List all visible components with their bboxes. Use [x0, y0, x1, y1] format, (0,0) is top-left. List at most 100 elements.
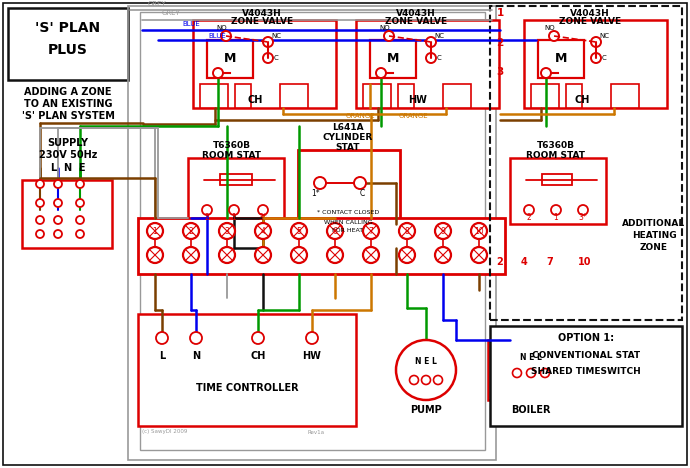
Bar	[398, 84, 414, 108]
Circle shape	[255, 247, 271, 263]
Bar	[370, 40, 416, 78]
Text: ORANGE: ORANGE	[345, 113, 375, 119]
Text: 8: 8	[404, 227, 409, 235]
Text: 10: 10	[474, 227, 484, 235]
Bar	[531, 84, 559, 108]
Circle shape	[263, 53, 273, 63]
Circle shape	[183, 223, 199, 239]
Text: NO: NO	[544, 25, 555, 31]
Text: 1: 1	[496, 8, 504, 18]
Circle shape	[327, 223, 343, 239]
Bar	[280, 84, 308, 108]
Text: 9: 9	[440, 227, 446, 235]
Text: 1: 1	[232, 213, 237, 222]
Text: 7: 7	[546, 257, 553, 267]
Text: 2: 2	[496, 38, 504, 48]
Circle shape	[551, 205, 561, 215]
Text: 1*: 1*	[312, 189, 320, 197]
Bar	[298, 150, 400, 248]
Text: TIME CONTROLLER: TIME CONTROLLER	[196, 383, 298, 393]
Text: M: M	[387, 52, 400, 66]
Circle shape	[76, 230, 84, 238]
Text: V4043H: V4043H	[242, 8, 282, 17]
Text: ADDITIONAL: ADDITIONAL	[622, 219, 686, 228]
Circle shape	[183, 247, 199, 263]
Bar	[22, 180, 112, 248]
Circle shape	[263, 37, 273, 47]
Bar	[490, 6, 682, 320]
Text: WHEN CALLING: WHEN CALLING	[324, 219, 373, 225]
Circle shape	[291, 223, 307, 239]
Circle shape	[384, 31, 394, 41]
Circle shape	[314, 177, 326, 189]
Text: 1: 1	[152, 227, 157, 235]
Text: FOR HEAT: FOR HEAT	[333, 228, 364, 234]
Text: ORANGE: ORANGE	[398, 113, 428, 119]
Text: GREY: GREY	[162, 10, 181, 16]
Circle shape	[76, 216, 84, 224]
Circle shape	[36, 216, 44, 224]
Text: HW: HW	[408, 95, 427, 105]
Text: ADDING A ZONE: ADDING A ZONE	[24, 87, 112, 97]
Circle shape	[526, 368, 535, 378]
Text: SUPPLY: SUPPLY	[48, 138, 88, 148]
Text: PLUS: PLUS	[48, 43, 88, 57]
Text: CYLINDER: CYLINDER	[323, 133, 373, 142]
Text: ROOM STAT: ROOM STAT	[202, 152, 262, 161]
Circle shape	[190, 332, 202, 344]
Circle shape	[591, 37, 601, 47]
Circle shape	[578, 205, 588, 215]
Text: ZONE: ZONE	[640, 243, 668, 253]
Text: HEATING: HEATING	[631, 232, 676, 241]
Text: CH: CH	[574, 95, 590, 105]
Bar	[611, 84, 639, 108]
Text: 230V 50Hz: 230V 50Hz	[39, 150, 97, 160]
Circle shape	[524, 205, 534, 215]
Circle shape	[471, 223, 487, 239]
Text: NO: NO	[217, 25, 227, 31]
Text: CH: CH	[247, 95, 263, 105]
Text: 5: 5	[297, 227, 302, 235]
Circle shape	[36, 230, 44, 238]
Text: BLUE: BLUE	[208, 33, 226, 39]
Text: 4: 4	[261, 227, 266, 235]
Bar	[566, 84, 582, 108]
Circle shape	[202, 205, 212, 215]
Circle shape	[252, 332, 264, 344]
Text: OPTION 1:: OPTION 1:	[558, 333, 614, 343]
Circle shape	[54, 199, 62, 207]
Circle shape	[36, 199, 44, 207]
Circle shape	[255, 223, 271, 239]
Circle shape	[219, 247, 235, 263]
Text: SHARED TIMESWITCH: SHARED TIMESWITCH	[531, 367, 641, 376]
Circle shape	[426, 53, 436, 63]
Text: Rev1a: Rev1a	[308, 430, 324, 434]
Text: 3: 3	[224, 227, 230, 235]
Bar	[188, 158, 284, 224]
Text: 2: 2	[188, 227, 193, 235]
Text: C: C	[437, 55, 442, 61]
Text: 3*: 3*	[259, 213, 268, 222]
Circle shape	[363, 223, 379, 239]
Text: PUMP: PUMP	[410, 405, 442, 415]
Circle shape	[540, 368, 549, 378]
Circle shape	[219, 223, 235, 239]
Circle shape	[54, 216, 62, 224]
Text: 3: 3	[496, 67, 504, 77]
Bar	[193, 20, 336, 108]
Text: M: M	[224, 52, 236, 66]
Text: STAT: STAT	[336, 144, 360, 153]
Circle shape	[399, 247, 415, 263]
Circle shape	[54, 230, 62, 238]
Bar	[8, 8, 128, 80]
Text: 4: 4	[521, 257, 527, 267]
Text: L: L	[159, 351, 165, 361]
Text: 10: 10	[578, 257, 592, 267]
Text: ROOM STAT: ROOM STAT	[526, 152, 586, 161]
Circle shape	[591, 53, 601, 63]
Bar	[488, 340, 574, 400]
Text: 1: 1	[553, 213, 558, 222]
Text: CONVENTIONAL STAT: CONVENTIONAL STAT	[532, 351, 640, 360]
Circle shape	[396, 340, 456, 400]
Circle shape	[422, 375, 431, 385]
